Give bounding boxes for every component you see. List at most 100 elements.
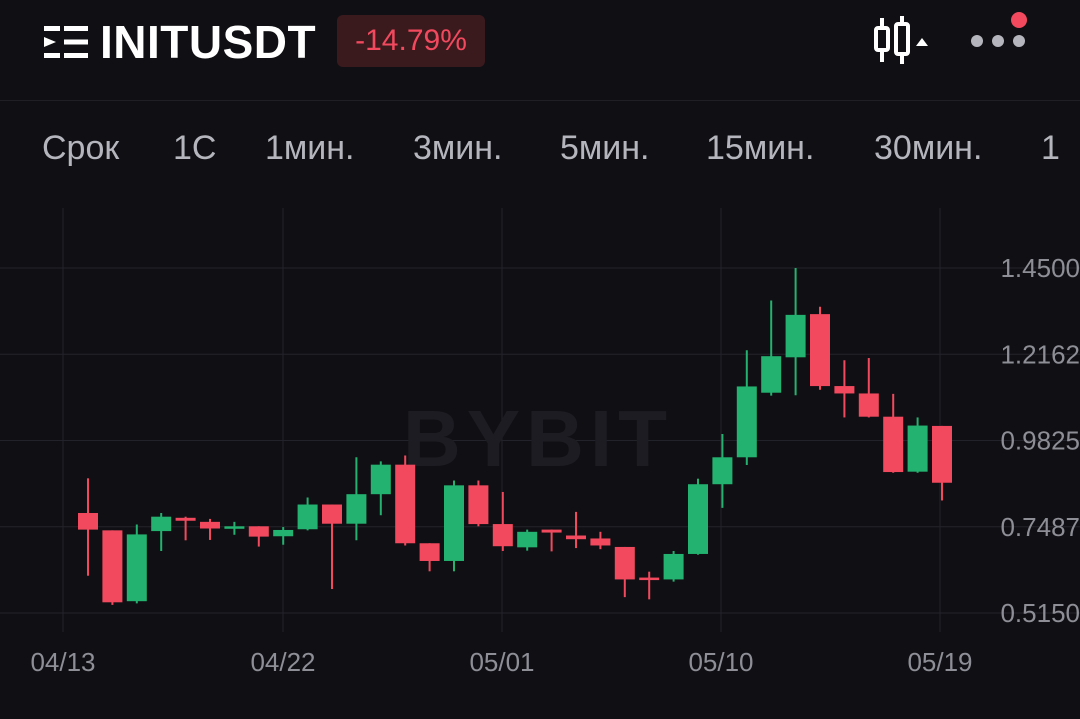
bybit-watermark: BYBIT [403, 394, 673, 483]
candle-body [322, 504, 342, 524]
candle-body [810, 314, 830, 387]
candle-body [492, 524, 513, 547]
candle-body [273, 529, 294, 537]
candle-body [858, 393, 879, 417]
tab-5min[interactable]: 5мин. [560, 129, 650, 167]
candle-body [517, 531, 538, 548]
candle-body [932, 425, 952, 483]
candle-body [370, 464, 391, 495]
candle-body [688, 484, 708, 554]
candle-05-09[interactable] [688, 478, 708, 555]
candle-body [785, 314, 806, 358]
candle-04-24[interactable] [322, 504, 342, 590]
candle-04-25[interactable] [346, 457, 367, 541]
candle-05-11[interactable] [736, 350, 757, 466]
candle-05-19[interactable] [932, 425, 952, 501]
candle-04-26[interactable] [370, 461, 391, 516]
candle-body [468, 485, 489, 525]
axes: 1.4500 1.2162 0.9825 0.7487 0.5150 04/13 04/22… [30, 253, 1080, 677]
notification-dot [1011, 12, 1027, 28]
candle-body [151, 516, 172, 532]
candle-body [126, 534, 147, 602]
candles [78, 268, 952, 605]
candle-body [736, 386, 757, 458]
candle-04-16[interactable] [126, 524, 147, 604]
candle-body [712, 457, 733, 485]
y-tick-label: 1.2162 [1000, 339, 1080, 369]
x-tick-label: 04/22 [250, 647, 315, 677]
candle-04-14[interactable] [78, 478, 98, 576]
chart-canvas[interactable]: BYBIT 1.4500 1.2162 0.9825 0.7487 0.5150 04/1… [0, 200, 1080, 714]
candlestick-chart[interactable]: BYBIT 1.4500 1.2162 0.9825 0.7487 0.5150 04/1… [0, 200, 1080, 714]
candle-body [395, 464, 416, 544]
candle-body [419, 543, 440, 561]
tab-30min[interactable]: 30мин. [874, 129, 983, 167]
candle-05-01[interactable] [492, 491, 513, 552]
candle-05-16[interactable] [858, 358, 879, 418]
candle-05-05[interactable] [590, 531, 611, 550]
candle-body [346, 494, 367, 524]
candle-05-12[interactable] [761, 300, 782, 396]
candle-04-19[interactable] [200, 518, 220, 540]
tab-3min[interactable]: 3мин. [413, 129, 503, 167]
candle-05-04[interactable] [566, 511, 586, 549]
candle-04-20[interactable] [224, 521, 245, 535]
candle-body [248, 526, 269, 537]
candle-body [297, 504, 318, 530]
candle-body [78, 513, 98, 530]
candle-05-07[interactable] [639, 571, 660, 600]
candle-04-17[interactable] [151, 513, 172, 552]
candle-body [639, 577, 660, 581]
y-tick-label: 0.5150 [1000, 598, 1080, 628]
x-tick-label: 05/01 [469, 647, 534, 677]
candle-04-30[interactable] [468, 480, 489, 527]
interval-tabs: Срок 1С 1мин. 3мин. 5мин. 15мин. 30мин. … [0, 118, 1080, 178]
tab-1d[interactable]: 1С [173, 129, 217, 167]
candle-05-08[interactable] [663, 551, 684, 582]
candle-04-23[interactable] [297, 497, 318, 531]
candle-05-14[interactable] [810, 306, 830, 390]
candle-04-15[interactable] [102, 530, 123, 605]
candle-05-06[interactable] [614, 546, 635, 598]
candle-04-22[interactable] [273, 527, 294, 545]
candle-body [541, 529, 562, 533]
candle-05-18[interactable] [907, 417, 928, 473]
tab-1h-partial[interactable]: 1 [1041, 129, 1060, 167]
candle-body [761, 356, 782, 393]
candle-05-17[interactable] [883, 393, 904, 473]
candle-body [590, 538, 611, 546]
list-menu-icon[interactable] [44, 24, 90, 60]
candlestick-chart-icon[interactable] [872, 14, 930, 66]
tab-15min[interactable]: 15мин. [706, 129, 815, 167]
candle-body [444, 485, 464, 561]
tab-1min[interactable]: 1мин. [265, 129, 355, 167]
x-tick-label: 05/10 [688, 647, 753, 677]
candle-04-18[interactable] [175, 516, 196, 541]
trading-pair-symbol[interactable]: INITUSDT [100, 16, 317, 68]
candle-04-29[interactable] [444, 480, 464, 572]
more-dots-icon[interactable] [964, 10, 1034, 60]
candle-05-03[interactable] [541, 529, 562, 552]
price-change-badge: -14.79% [337, 15, 485, 67]
candle-04-28[interactable] [419, 543, 440, 572]
candle-body [614, 546, 635, 580]
candle-body [200, 521, 220, 529]
y-tick-label: 1.4500 [1000, 253, 1080, 283]
candle-05-10[interactable] [712, 434, 733, 508]
header-bar: INITUSDT -14.79% [0, 0, 1080, 100]
y-tick-label: 0.9825 [1000, 426, 1080, 456]
candle-body [224, 526, 245, 529]
candle-05-02[interactable] [517, 529, 538, 551]
candle-body [883, 416, 904, 473]
candle-body [907, 425, 928, 472]
x-tick-label: 04/13 [30, 647, 95, 677]
candle-04-21[interactable] [248, 526, 269, 547]
candle-body [102, 530, 123, 603]
candle-body [175, 517, 196, 521]
candle-body [663, 553, 684, 580]
candle-05-13[interactable] [785, 268, 806, 396]
x-tick-label: 05/19 [907, 647, 972, 677]
tab-term[interactable]: Срок [42, 129, 120, 167]
candle-04-27[interactable] [395, 455, 416, 546]
candle-05-15[interactable] [834, 360, 855, 418]
